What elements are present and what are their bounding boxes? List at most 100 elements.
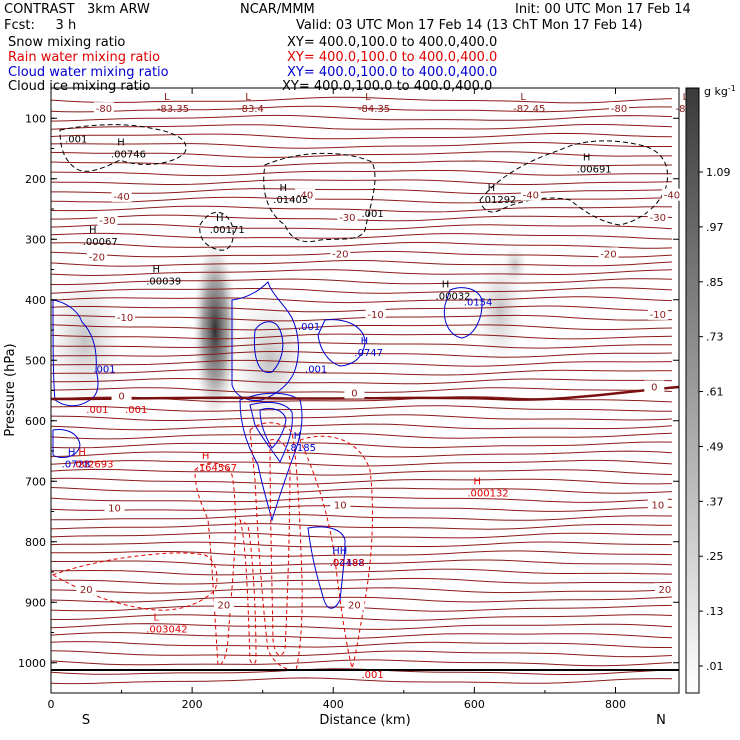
isotherm-label-bg (111, 389, 132, 402)
extremum-value: .00032 (436, 292, 471, 303)
extremum-value: .01405 (273, 195, 308, 206)
isotherm-label: -40 (297, 191, 313, 202)
extremum-mark: L (245, 92, 251, 103)
isotherm-label-bg (344, 386, 365, 399)
isotherm-label-bg (647, 498, 668, 511)
isotherm-label: -30 (339, 213, 355, 224)
isotherm-line (51, 214, 672, 222)
extremum-value: .002693 (72, 459, 113, 470)
isotherm-label: 0 (351, 389, 357, 400)
colorbar-label: .97 (706, 221, 724, 234)
cloud-water-contour (253, 321, 284, 373)
isotherm-line (51, 496, 672, 503)
cloud-water-contour (307, 526, 346, 609)
isotherms (51, 96, 672, 685)
isotherm-label: 20 (659, 585, 672, 596)
isotherm-line (51, 423, 672, 431)
extremum-value: .0747 (354, 348, 383, 359)
isotherm-line (51, 188, 672, 195)
isotherm-label: -80 (611, 104, 627, 115)
isotherm-line (51, 587, 672, 594)
x-axis: 0 200 400 600 800 (48, 88, 626, 711)
extremum-value: -84.35 (358, 104, 390, 115)
isotherm-label: 20 (80, 585, 93, 596)
model-title: CONTRAST 3km ARW (4, 2, 150, 17)
extremum-value: .0728 (62, 459, 91, 470)
isotherm-label: 0 (118, 392, 124, 403)
extremum-value: .001 (125, 405, 147, 416)
contours (51, 124, 679, 671)
isotherm-label: -10 (367, 310, 383, 321)
x-tick-label: 600 (464, 698, 485, 711)
cloud-water-contour (52, 299, 99, 407)
isotherm-line (51, 623, 672, 630)
colorbar-label: .01 (706, 660, 724, 673)
extremum-mark: H (117, 138, 125, 149)
colorbar-label: .49 (706, 440, 724, 453)
isotherm-line (51, 450, 672, 458)
colorbar-label: .37 (706, 495, 724, 508)
cloud-water-contour (317, 319, 366, 367)
isotherm-label: -10 (650, 310, 666, 321)
isotherm-line (51, 124, 672, 130)
extremum-value: .00171 (210, 225, 245, 236)
center-label: NCAR/MMM (240, 2, 315, 17)
isotherm-label: -80 (96, 104, 112, 115)
isotherm-label-bg (97, 214, 118, 227)
isotherm-label-bg (644, 380, 665, 393)
rain-water-contour (269, 439, 291, 656)
cloud-ice-contour (479, 140, 669, 226)
cloud-water-contour (239, 392, 303, 522)
isotherm-label-bg (76, 583, 97, 596)
extremum-mark: H (202, 451, 210, 462)
isotherm-line (51, 659, 672, 667)
field-xy-cloudwater: XY= 400.0,100.0 to 400.0,400.0 (287, 65, 498, 80)
init-time: Init: 00 UTC Mon 17 Feb 14 (515, 2, 691, 17)
extremum-mark: H (280, 183, 288, 194)
extremum-value: .001 (305, 364, 327, 375)
cloud-water-contour (259, 407, 287, 449)
isotherm-label-bg (295, 188, 316, 201)
extremum-value: .00691 (577, 165, 612, 176)
isotherm-line (51, 324, 672, 331)
y-axis-title: Pressure (hPa) (3, 343, 18, 436)
snow-shading-left (51, 270, 123, 410)
isotherm-line (51, 368, 672, 376)
extremum-mark: L (153, 612, 159, 623)
isotherm-line (51, 523, 672, 530)
forecast-hour: Fcst: 3 h (4, 18, 77, 33)
cloud-ice-contour (59, 124, 187, 172)
isotherm-line (51, 541, 672, 548)
extremum-value: .00067 (83, 237, 118, 248)
isotherm-label-bg (337, 211, 358, 224)
extremum-value: .02183 (330, 558, 365, 569)
extremum-value: .0154 (464, 298, 493, 309)
isotherm-label-bg (365, 307, 386, 320)
isotherm-line (51, 632, 672, 639)
isotherm-label-bg (647, 307, 668, 320)
colorbar-ticks: 1.09 .97 .85 .73 .61 .49 .37 .25 .13 .01 (699, 166, 731, 673)
isotherm-line (51, 359, 672, 367)
y-tick-label: 1000 (18, 657, 46, 670)
y-tick-label: 300 (25, 233, 46, 246)
colorbar-ramp (685, 87, 700, 694)
isotherm-line (51, 105, 672, 113)
colorbar-label: .85 (706, 276, 724, 289)
isotherm-line (51, 296, 672, 304)
extremum-value: .001 (93, 364, 115, 375)
isotherm-label: -20 (89, 252, 105, 263)
extremum-mark: L (365, 92, 371, 103)
contour-labels: -80 -80 -40 -40 -40 -40 -30 -30 -30 -20 -20 -20 -10 -… (62, 92, 692, 681)
cloud-ice-contour (263, 152, 376, 243)
y-tick-label: 900 (25, 596, 46, 609)
isotherm-label: -30 (99, 216, 115, 227)
field-name-rain: Rain water mixing ratio (8, 50, 161, 65)
isotherm-label: 0 (651, 382, 657, 393)
isotherm-label: -30 (650, 213, 666, 224)
isotherm-label: -20 (332, 249, 348, 260)
isotherm-line (51, 114, 672, 122)
isotherm-line (51, 342, 672, 349)
isotherm-label-bg (330, 498, 351, 511)
isotherm-label-bg (609, 102, 630, 115)
